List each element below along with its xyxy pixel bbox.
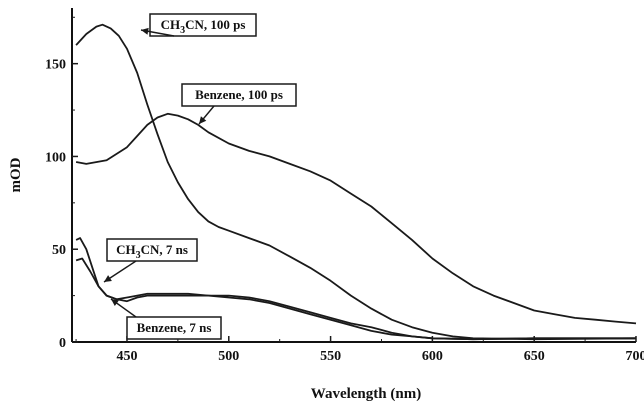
plot-area: 450 500 550 600 650 700 0 50 100 150 CH3CN, 100 … — [45, 8, 644, 364]
annotation-arrowhead — [141, 27, 149, 35]
x-tick-label: 650 — [524, 349, 545, 364]
annotation-box — [126, 316, 222, 340]
series-layer — [75, 23, 637, 341]
annotation-benzene-100ps: Benzene, 100 ps — [181, 83, 297, 125]
series-line-benzene-7ns — [75, 257, 636, 341]
y-tick-label: 50 — [52, 243, 66, 258]
x-tick-label: 600 — [422, 349, 443, 364]
series-line-ch3cn-100ps — [75, 23, 637, 341]
annotation-arrowhead — [199, 116, 207, 124]
annotation-label: Benzene, 7 ns — [137, 320, 212, 335]
x-axis-ticks: 450 500 550 600 650 700 — [75, 336, 644, 364]
annotation-arrowhead — [104, 275, 112, 282]
annotation-box — [181, 83, 297, 107]
annotation-ch3cn-7ns: CH3CN, 7 ns — [103, 238, 198, 283]
annotation-box — [106, 238, 198, 262]
x-tick-label: 500 — [218, 349, 239, 364]
annotation-label: Benzene, 100 ps — [195, 87, 283, 102]
annotation-benzene-7ns: Benzene, 7 ns — [110, 298, 222, 340]
x-tick-label: 550 — [320, 349, 341, 364]
annotation-label: CH3CN, 100 ps — [161, 17, 246, 36]
annotation-label: CH3CN, 7 ns — [116, 242, 188, 261]
annotation-box — [149, 13, 257, 37]
x-tick-label: 700 — [626, 349, 644, 364]
y-tick-label: 100 — [45, 150, 66, 165]
annotation-layer: CH3CN, 100 ps Benzene, 100 ps CH3CN, 7 ns B… — [103, 13, 297, 340]
y-axis-title: mOD — [8, 157, 24, 192]
y-tick-label: 150 — [45, 58, 66, 73]
annotation-ch3cn-100ps: CH3CN, 100 ps — [140, 13, 257, 37]
annotation-arrowhead — [111, 299, 119, 306]
x-axis-title: Wavelength (nm) — [311, 386, 421, 402]
x-tick-label: 450 — [116, 349, 137, 364]
y-axis-ticks: 0 50 100 150 — [45, 16, 78, 351]
y-tick-label: 0 — [59, 336, 66, 351]
series-line-benzene-100ps — [75, 112, 637, 325]
